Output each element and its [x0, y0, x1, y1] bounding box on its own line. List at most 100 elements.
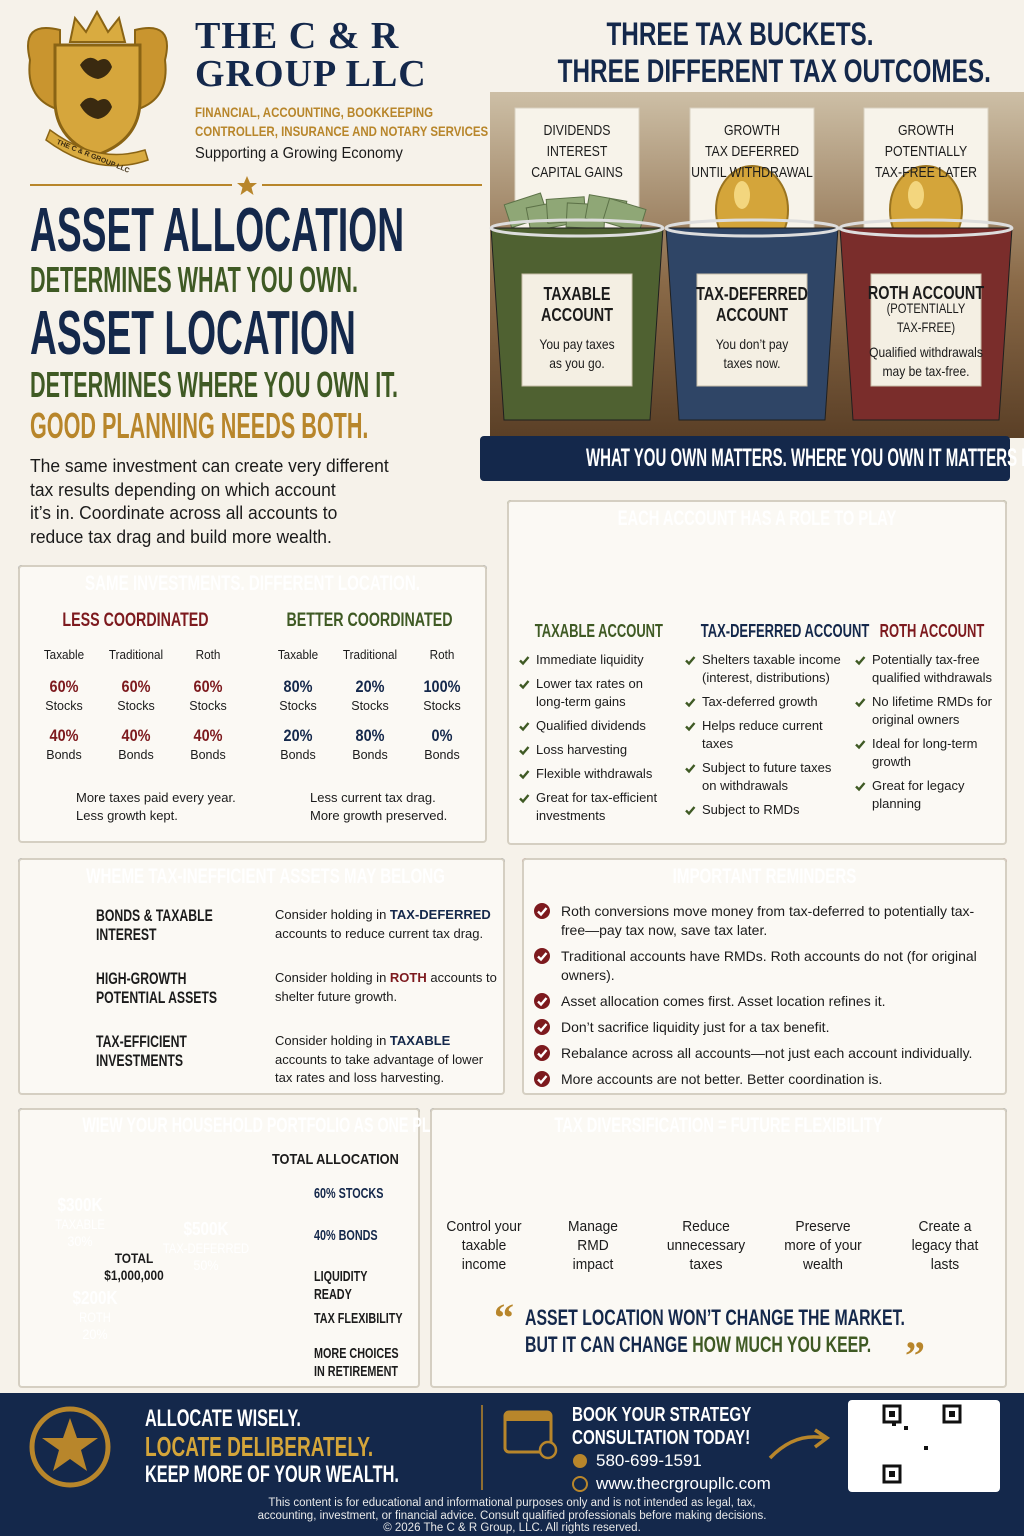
table-cell: 80%: [355, 726, 385, 745]
account-label: ACCOUNT: [541, 305, 613, 325]
check-circle: [534, 1045, 550, 1061]
bullet-list: Shelters taxable income (interest, distr…: [682, 651, 842, 825]
placement-panel: [18, 858, 505, 1095]
bullet: Great for legacy planning: [852, 777, 1000, 813]
slice-percent: 20%: [81, 1326, 108, 1343]
step-label: taxes: [689, 1256, 723, 1273]
check-icon: [519, 746, 530, 756]
check-mark: [685, 806, 696, 816]
qr-finder-core: [889, 1471, 895, 1477]
slice-amount: $300K: [57, 1194, 103, 1215]
quote-line: BUT IT CAN CHANGE HOW MUCH YOU KEEP.: [525, 1332, 871, 1358]
bullet-text: Shelters taxable income (interest, distr…: [702, 652, 841, 685]
bullet: Subject to RMDs: [682, 801, 842, 819]
bullet: No lifetime RMDs for original owners: [852, 693, 1000, 729]
advice-text: Consider holding in ROTH accounts to she…: [275, 969, 501, 1006]
bullet-text: Qualified dividends: [536, 718, 646, 733]
reminder: Traditional accounts have RMDs. Roth acc…: [534, 947, 994, 985]
table-cell: Bonds: [190, 748, 226, 762]
step-label: unnecessary: [666, 1237, 746, 1254]
column-header: Roth: [195, 647, 221, 662]
reminder: Roth conversions move money from tax-def…: [534, 902, 994, 940]
bullet-list: Potentially tax-free qualified withdrawa…: [852, 651, 1000, 819]
allocation-item: 60% STOCKS: [314, 1185, 384, 1202]
footer-phone: 580-699-1591: [596, 1451, 702, 1470]
table-cell: 0%: [431, 726, 453, 745]
reminders-panel: [522, 858, 1007, 1095]
bullet: Flexible withdrawals: [516, 765, 664, 783]
check-icon: [855, 740, 866, 750]
table-cell: Bonds: [46, 748, 82, 762]
logo-lion-bottom: [80, 97, 112, 119]
check-mark: [855, 740, 866, 750]
check-icon: [534, 1071, 550, 1087]
allocation-title: TOTAL ALLOCATION: [272, 1151, 399, 1168]
bullet-text: Immediate liquidity: [536, 652, 644, 667]
advice-text: Consider holding in TAXABLE accounts to …: [275, 1032, 501, 1088]
side-heading: BETTER COORDINATED: [286, 610, 453, 631]
check-icon: [855, 698, 866, 708]
asset-name: TAX-EFFICIENT: [96, 1032, 187, 1051]
bullet: Immediate liquidity: [516, 651, 664, 669]
card-text: DIVIDENDS: [543, 122, 611, 139]
card-text: GROWTH: [723, 122, 781, 139]
account-note: taxes now.: [723, 355, 781, 371]
table-cell: 100%: [423, 677, 461, 696]
check-circle: [534, 1019, 550, 1035]
reminder: More accounts are not better. Better coo…: [534, 1070, 994, 1089]
check-icon: [534, 993, 550, 1009]
result-text: Less growth kept.: [76, 808, 178, 823]
account-note: Qualified withdrawals: [869, 344, 983, 360]
bullet: Ideal for long-term growth: [852, 735, 1000, 771]
bullet-text: Helps reduce current taxes: [702, 718, 823, 751]
advice-part: accounts to reduce current tax drag.: [275, 925, 484, 941]
bullet: Potentially tax-free qualified withdrawa…: [852, 651, 1000, 687]
check-circle: [534, 948, 550, 964]
footer-seal: [29, 1406, 111, 1488]
quote-line: ASSET LOCATION WON’T CHANGE THE MARKET.: [525, 1305, 905, 1330]
check-mark: [519, 770, 530, 780]
account-label: TAXABLE: [543, 284, 611, 304]
check-icon: [534, 1019, 550, 1035]
bullet: Loss harvesting: [516, 741, 664, 759]
bullet-text: Potentially tax-free qualified withdrawa…: [872, 652, 992, 685]
banner-text: WHAT YOU OWN MATTERS. WHERE YOU OWN IT M…: [586, 444, 1024, 472]
advice-part: Consider holding in: [275, 970, 390, 985]
table-cell: 60%: [121, 677, 151, 696]
check-icon: [534, 903, 550, 919]
step-label: Preserve: [795, 1218, 851, 1235]
check-mark: [537, 997, 548, 1007]
buckets-title: THREE TAX BUCKETS.: [606, 16, 874, 52]
phone-icon: [573, 1454, 587, 1468]
bullet-text: Lower tax rates on long-term gains: [536, 676, 643, 709]
placement-title: WHEME TAX-INEFFICIENT ASSETS MAY BELONG: [86, 865, 445, 888]
household-panel: [18, 1108, 420, 1388]
table-cell: 60%: [49, 677, 79, 696]
step-label: Control your: [446, 1218, 522, 1235]
advice-part: accounts to shelter future growth.: [275, 970, 497, 1004]
bucket-label: [870, 273, 982, 387]
card-text: TAX DEFERRED: [704, 143, 800, 160]
table-cell: 80%: [283, 677, 313, 696]
slice-category: TAXABLE: [54, 1215, 105, 1232]
check-icon: [534, 1045, 550, 1061]
bullet-list: Immediate liquidity Lower tax rates on lo…: [516, 651, 664, 831]
advice-part: accounts to take advantage of lower tax …: [275, 1051, 484, 1086]
check-icon: [685, 764, 696, 774]
check-mark: [685, 656, 696, 666]
cash-bill: [601, 197, 647, 234]
check-icon: [519, 680, 530, 690]
check-icon: [519, 794, 530, 804]
check-mark: [855, 656, 866, 666]
footer-calendar-badge: [538, 1440, 558, 1460]
logo-seal: [27, 9, 168, 167]
account-note: may be tax-free.: [882, 363, 970, 379]
reminder-text: More accounts are not better. Better coo…: [561, 1071, 883, 1087]
logo-crown: [68, 9, 127, 43]
reminder: Don’t sacrifice liquidity just for a tax…: [534, 1018, 994, 1037]
banner: [480, 436, 1010, 481]
footer-star: [42, 1418, 98, 1471]
check-mark: [537, 907, 548, 917]
bullet-text: Subject to future taxes on withdrawals: [702, 760, 832, 793]
check-icon: [685, 806, 696, 816]
